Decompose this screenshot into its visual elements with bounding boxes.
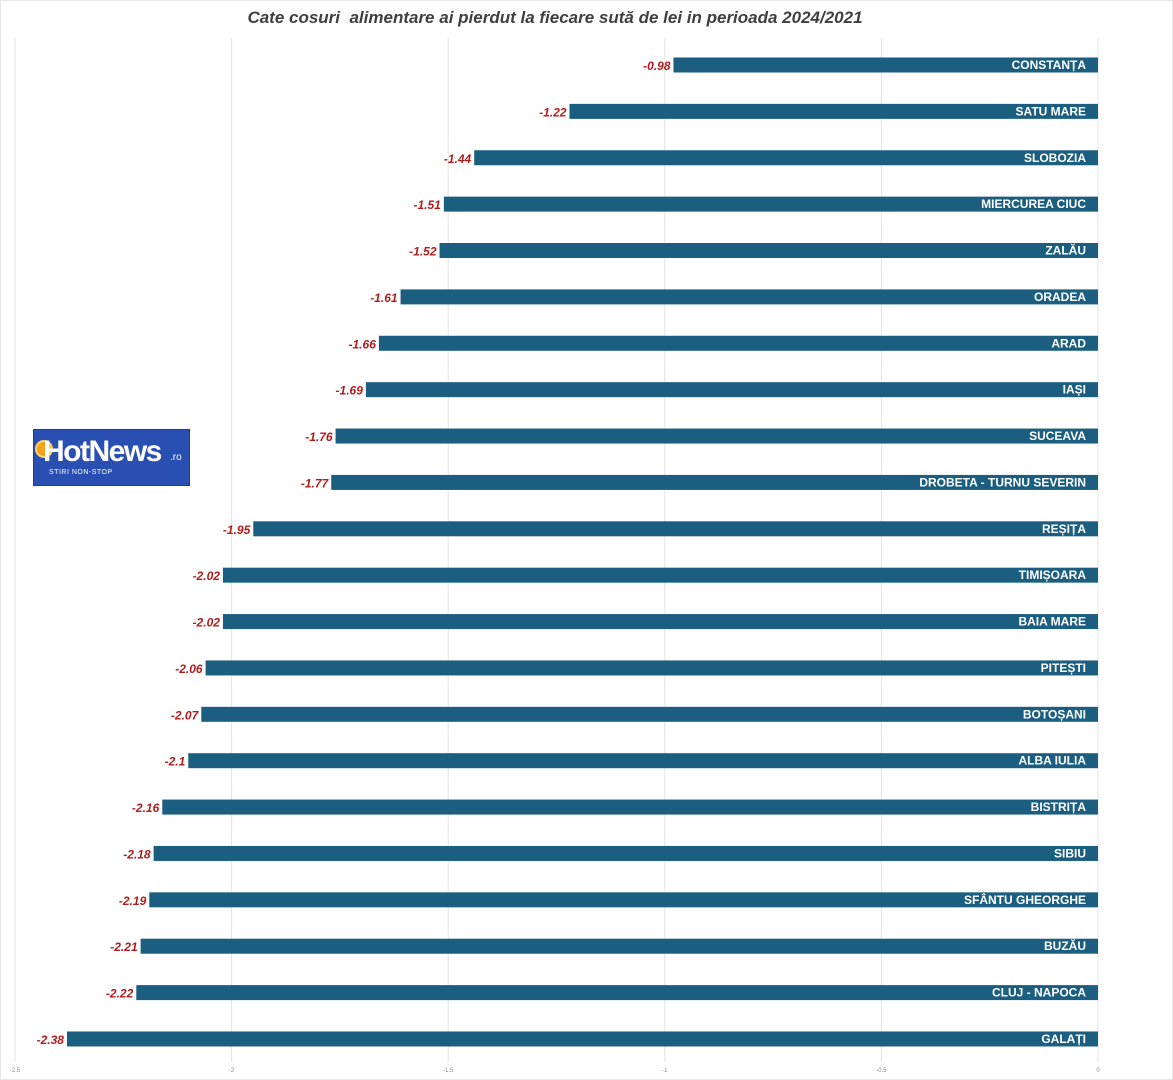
hotnews-logo: HotNews .ro STIRI NON-STOP	[33, 429, 190, 486]
bar	[331, 474, 1099, 490]
category-label: CLUJ - NAPOCA	[992, 986, 1086, 1000]
bar	[439, 243, 1098, 259]
data-label: -2.1	[165, 755, 186, 769]
x-tick-label: -2	[229, 1068, 235, 1074]
category-label: SFÂNTU GHEORGHE	[964, 892, 1086, 907]
bar	[378, 335, 1098, 351]
category-label: CONSTANȚA	[1012, 58, 1087, 72]
category-label: ORADEA	[1034, 290, 1086, 304]
bar	[569, 103, 1098, 119]
category-label: ARAD	[1051, 336, 1086, 350]
data-label: -1.76	[305, 430, 333, 444]
chart-title: Cate cosuri alimentare ai pierdut la fie…	[247, 8, 863, 27]
data-label: -1.77	[301, 476, 330, 490]
data-label: -2.16	[132, 801, 160, 815]
x-tick-label: -1.5	[443, 1068, 454, 1074]
bar	[188, 753, 1098, 769]
x-tick-label: 0	[1096, 1068, 1100, 1074]
data-label: -2.19	[119, 894, 147, 908]
data-label: -1.66	[349, 337, 377, 351]
labels: -2.5 -2 -1.5 -1 -0.5 0 CONSTANȚA -0.98 SATU MARE…	[10, 58, 1101, 1074]
category-label: DROBETA - TURNU SEVERIN	[919, 475, 1086, 489]
x-tick-label: -0.5	[876, 1068, 887, 1074]
bar	[443, 196, 1098, 212]
data-label: -2.21	[110, 940, 138, 954]
category-label: TIMIȘOARA	[1019, 568, 1087, 582]
sun-icon	[37, 442, 51, 456]
data-label: -1.22	[539, 105, 567, 119]
bar	[400, 289, 1099, 305]
category-label: BAIA MARE	[1018, 615, 1086, 629]
bar	[201, 706, 1098, 722]
x-tick-label: -1	[662, 1068, 668, 1074]
data-label: -2.07	[171, 708, 200, 722]
data-label: -2.22	[106, 987, 134, 1001]
category-label: IAȘI	[1063, 383, 1086, 397]
category-label: MIERCUREA CIUC	[981, 197, 1086, 211]
bar	[474, 150, 1098, 166]
category-label: SLOBOZIA	[1024, 151, 1086, 165]
data-label: -1.95	[223, 523, 251, 537]
category-label: BISTRIȚA	[1031, 800, 1087, 814]
bar	[205, 660, 1098, 676]
category-label: SIBIU	[1054, 846, 1086, 860]
bar	[673, 57, 1098, 73]
data-label: -2.02	[193, 569, 221, 583]
logo-brand: HotNews	[43, 435, 162, 468]
logo-suffix: .ro	[170, 452, 182, 463]
data-label: -1.44	[444, 152, 472, 166]
bar	[149, 892, 1099, 908]
bar	[162, 799, 1099, 815]
category-label: SATU MARE	[1016, 104, 1086, 118]
bar	[136, 985, 1098, 1001]
category-label: GALAȚI	[1041, 1032, 1086, 1046]
bar	[153, 845, 1098, 861]
data-label: -0.98	[643, 59, 671, 73]
bar	[222, 614, 1098, 630]
bar	[140, 938, 1099, 954]
category-label: ZALĂU	[1045, 243, 1086, 258]
category-label: REȘIȚA	[1042, 522, 1086, 536]
category-label: ALBA IULIA	[1018, 754, 1086, 768]
data-label: -2.06	[175, 662, 203, 676]
category-label: SUCEAVA	[1029, 429, 1086, 443]
bar	[66, 1031, 1098, 1047]
data-label: -2.02	[193, 616, 221, 630]
data-label: -1.61	[370, 291, 398, 305]
data-label: -1.52	[409, 245, 437, 259]
logo-tagline: STIRI NON-STOP	[49, 469, 113, 476]
category-label: PITEȘTI	[1041, 661, 1086, 675]
bar	[253, 521, 1098, 537]
category-label: BUZĂU	[1044, 938, 1086, 953]
data-label: -1.51	[414, 198, 442, 212]
bar	[222, 567, 1098, 583]
x-tick-label: -2.5	[10, 1068, 21, 1074]
gridlines	[14, 38, 1099, 1062]
data-label: -1.69	[336, 384, 364, 398]
category-label: BOTOȘANI	[1023, 707, 1086, 721]
bar	[335, 428, 1098, 444]
bars	[66, 57, 1099, 1047]
data-label: -2.38	[37, 1033, 65, 1047]
data-label: -2.18	[123, 847, 151, 861]
bar	[365, 382, 1099, 398]
